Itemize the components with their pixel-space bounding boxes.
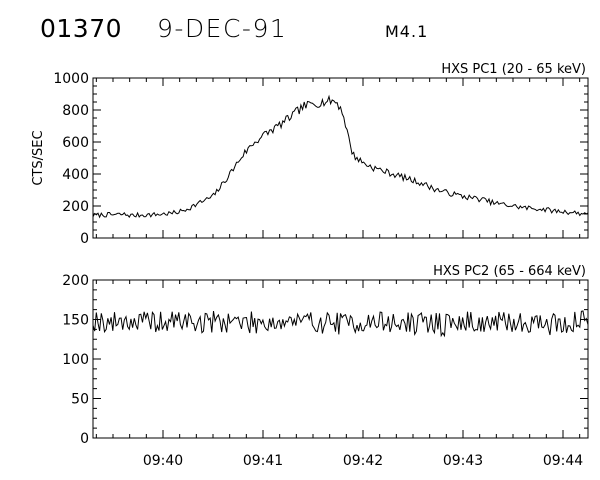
x-tick-label: 09:43 (443, 453, 483, 469)
y-tick-label: 0 (80, 231, 89, 247)
y-tick-label: 100 (62, 352, 89, 368)
y-tick-label: 600 (62, 135, 89, 151)
y-tick-label: 0 (80, 431, 89, 447)
plot-frame (92, 279, 589, 439)
y-tick-label: 50 (71, 392, 89, 408)
x-tick-label: 09:42 (343, 453, 383, 469)
y-tick-label: 200 (62, 273, 89, 289)
y-axis-label: CTS/SEC (31, 130, 46, 185)
y-tick-label: 200 (62, 199, 89, 215)
goes-class: M4.1 (385, 22, 429, 41)
x-tick-label: 09:40 (143, 453, 183, 469)
x-tick-label: 09:44 (543, 453, 583, 469)
y-tick-label: 400 (62, 167, 89, 183)
chart-panel-1: HXS PC1 (20 - 65 keV) CTS/SEC 0 200 400 600 80… (31, 62, 589, 247)
y-tick-label: 150 (62, 313, 89, 329)
chart-title: HXS PC2 (65 - 664 keV) (433, 264, 586, 279)
y-tick-label: 1000 (53, 71, 89, 87)
chart-title: HXS PC1 (20 - 65 keV) (441, 62, 586, 77)
y-tick-label: 800 (62, 103, 89, 119)
x-tick-label: 09:41 (243, 453, 283, 469)
series-line (92, 310, 589, 338)
event-id: 01370 (40, 14, 123, 43)
chart-panel-2: HXS PC2 (65 - 664 keV) 0 50 100 150 200 09:40 0… (62, 264, 589, 469)
plot-frame (92, 77, 589, 239)
series-line (92, 94, 589, 219)
event-date: 9-DEC-91 (157, 14, 288, 43)
